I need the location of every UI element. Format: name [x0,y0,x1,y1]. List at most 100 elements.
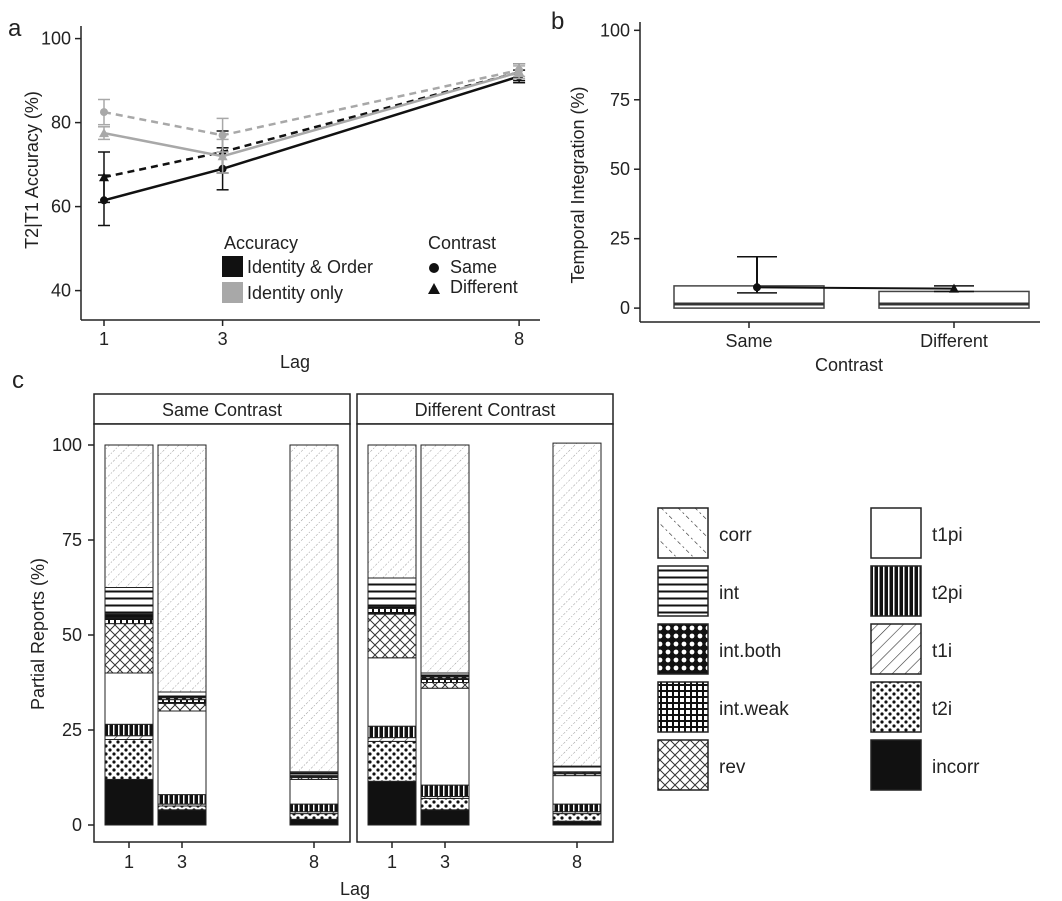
c-legend-label: int [719,583,740,604]
c-legend-label: t2i [932,699,952,720]
c-bar-segment-rev [104,623,154,674]
a-x-tick-label: 3 [218,329,228,349]
c-legend-label: t1pi [932,525,963,546]
facet-title-same: Same Contrast [162,400,282,420]
c-y-tick-label: 50 [62,625,82,645]
b-box [878,290,1030,309]
c-legend-label: int.both [719,641,781,662]
c-x-tick-label: 3 [177,852,187,872]
c-bar-segment-incorr [289,818,339,826]
c-bar-segment-t2pi [552,803,602,813]
a-y-tick-label: 60 [51,197,71,217]
c-x-tick-label: 3 [440,852,450,872]
c-bar-segment-t2i [420,797,470,811]
c-bar-segment-t1pi [552,775,602,805]
c-legend-swatch-incorr [870,739,922,791]
legend-label-different: Different [450,277,518,297]
c-bar-segment-rev [157,702,207,712]
c-bar-segment-t1i [367,737,417,742]
c-legend: corr int int.both int.weak rev t1pi t2pi t1i t2i… [657,507,980,791]
c-bar-segment-t1pi [157,710,207,796]
c-bar-segment-corr [104,444,154,588]
c-legend-swatch-rev [657,739,709,791]
legend-label-identity-only: Identity only [247,283,343,303]
a-x-tick-label: 1 [99,329,109,349]
panel-label-b: b [551,8,564,35]
c-bar-segment-corr [289,444,339,773]
c-legend-label: corr [719,525,752,546]
b-y-tick-label: 50 [610,159,630,179]
panel-b-box-plot: 0 25 50 75 100 Same Different Contrast Tempora… [568,20,1040,375]
c-y-tick-label: 25 [62,720,82,740]
legend-swatch-identity-order [222,256,243,277]
c-bar-segment-t2i [552,813,602,822]
c-legend-swatch-t2pi [870,565,922,617]
c-bar-segment-incorr [420,809,470,826]
b-x-tick-label: Same [725,331,772,351]
panel-label-a: a [8,15,22,42]
c-bar-segment-corr [420,444,470,674]
c-legend-swatch-t1pi [870,507,922,559]
c-bar-segment-int [420,672,470,678]
c-bar-segment-int-weak [420,678,470,684]
legend-swatch-identity-only [222,282,243,303]
b-y-tick-label: 25 [610,229,630,249]
c-bar-segment-t2pi [289,803,339,813]
c-bar-segment-int-weak [157,699,207,704]
c-bar-segment-t1pi [367,657,417,727]
legend-circle-marker [429,263,439,273]
legend-accuracy-title: Accuracy [224,233,298,253]
c-legend-swatch-int-weak [657,681,709,733]
c-bar-segment-incorr [552,820,602,826]
c-legend-label: rev [719,757,746,778]
c-bar-segment-t1pi [104,672,154,725]
a-point [99,172,109,182]
panel-a-line-chart: 40 60 80 100 1 3 8 Lag T2|T1 Accuracy (%) Accu… [22,26,540,372]
c-bar-segment-incorr [157,809,207,826]
panel-label-c: c [12,367,24,394]
c-x-tick-label: 8 [309,852,319,872]
c-bar-segment-t2pi [367,725,417,739]
c-bar-segment-rev [367,613,417,659]
c-legend-label: t1i [932,641,952,662]
b-y-axis-label: Temporal Integration (%) [568,86,588,283]
facet-title-different: Different Contrast [415,400,556,420]
c-bar-segment-int-weak [367,607,417,615]
b-x-axis-label: Contrast [815,355,883,375]
c-legend-swatch-corr [657,507,709,559]
c-bar-segment-int-both [104,613,154,619]
c-bar-segment-t1pi [420,687,470,786]
a-point [217,151,228,161]
a-point [100,108,108,117]
c-bar-segment-int [552,765,602,773]
a-legend-contrast: Contrast Same Different [428,233,518,297]
c-legend-label: incorr [932,757,980,778]
a-point [99,128,109,138]
c-bar-segment-t2i [367,740,417,782]
c-bar-segment-int [157,691,207,699]
c-bar-segment-t2i [157,805,207,811]
c-y-tick-label: 0 [72,815,82,835]
c-legend-swatch-int [657,565,709,617]
c-y-tick-label: 100 [52,435,82,455]
c-bar-segment-t1i [104,735,154,741]
c-y-axis-label: Partial Reports (%) [28,558,48,710]
c-bar-segment-int [367,577,417,607]
a-legend-accuracy: Accuracy Identity & Order Identity only [222,233,373,303]
a-y-tick-label: 80 [51,113,71,133]
b-y-tick-label: 100 [600,20,630,40]
b-mean-line [756,286,955,290]
a-y-tick-label: 100 [41,29,71,49]
a-point [218,131,227,140]
c-bar-segment-t2pi [104,723,154,737]
c-bar-segment-t1pi [289,778,339,805]
c-bar-segment-int-weak [104,617,154,625]
c-legend-swatch-t2i [870,681,922,733]
b-mean-point [949,283,959,293]
a-x-tick-label: 8 [514,329,524,349]
a-y-tick-label: 40 [51,281,71,301]
c-x-tick-label: 1 [124,852,134,872]
b-y-tick-label: 75 [610,90,630,110]
b-mean-point [753,283,761,292]
c-bar-segment-incorr [104,778,154,826]
